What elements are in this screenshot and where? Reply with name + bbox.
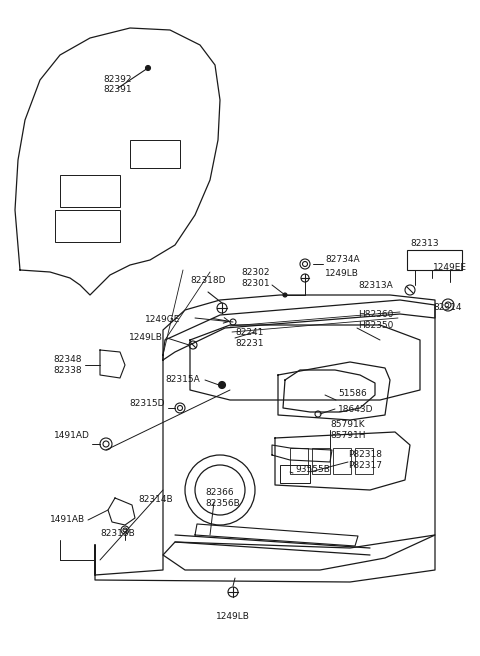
Text: 51586: 51586 [338,388,367,398]
Bar [290,448,308,474]
Text: 1491AB: 1491AB [50,516,85,525]
Text: 1249LB: 1249LB [216,612,250,621]
Text: 1249LB: 1249LB [325,268,359,277]
Text: 82313B: 82313B [100,529,135,537]
Text: 1249GE: 1249GE [144,316,180,325]
Text: 85791K
85791H: 85791K 85791H [330,420,365,440]
Bar [312,448,330,474]
Circle shape [283,293,287,297]
Circle shape [145,66,151,70]
Text: 82315A: 82315A [165,375,200,384]
Text: 82314: 82314 [433,304,461,312]
Text: 82302
82301: 82302 82301 [241,268,270,288]
Text: 82313: 82313 [411,239,439,248]
Text: H82360
H82350: H82360 H82350 [358,310,394,330]
Text: 82734A: 82734A [325,255,360,264]
Bar [60,175,120,207]
Text: P82318
P82317: P82318 P82317 [348,450,382,470]
Bar [280,465,310,483]
Bar [55,210,120,242]
Bar [130,140,180,168]
Text: 18643D: 18643D [338,405,373,413]
Text: 82366
82356B: 82366 82356B [205,488,240,508]
Bar [407,250,462,270]
Text: 1249EE: 1249EE [433,264,467,272]
Text: 82392
82391: 82392 82391 [104,75,132,94]
Text: 82241
82231: 82241 82231 [235,328,264,348]
Bar [333,448,351,474]
Text: 1249LB: 1249LB [129,333,163,342]
Text: 82315D: 82315D [130,400,165,409]
Text: 1491AD: 1491AD [54,432,90,440]
Text: 82348
82338: 82348 82338 [53,356,82,375]
Text: 93555B: 93555B [295,466,330,474]
Text: 82318D: 82318D [190,276,226,285]
Circle shape [218,382,226,388]
Text: 82313A: 82313A [358,281,393,289]
Text: 82314B: 82314B [138,495,173,504]
Bar [355,448,373,474]
